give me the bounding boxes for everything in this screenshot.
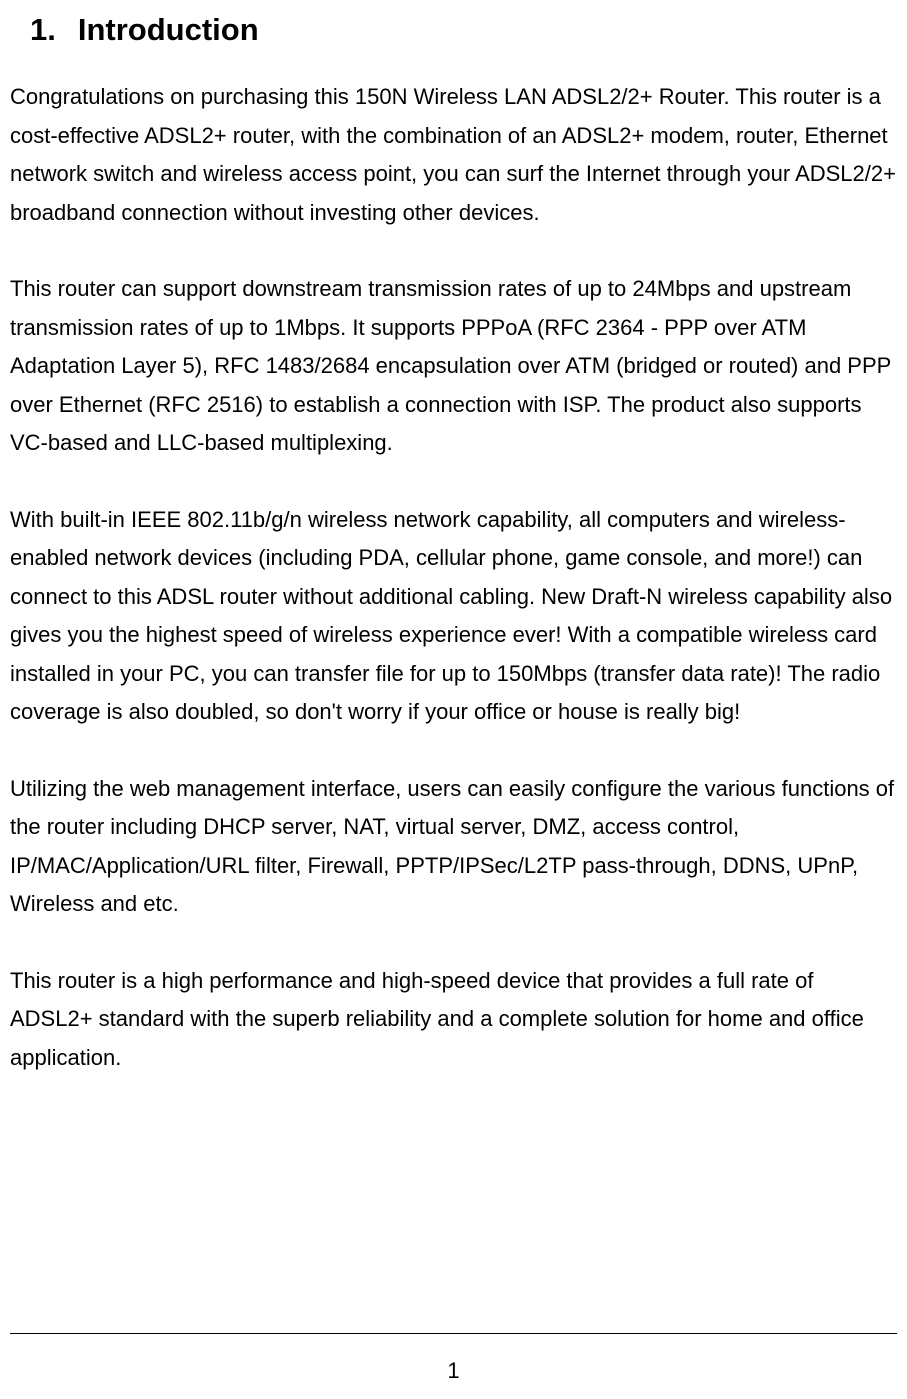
- heading-title: Introduction: [78, 12, 259, 47]
- paragraph-5: This router is a high performance and hi…: [10, 962, 897, 1078]
- paragraph-4: Utilizing the web management interface, …: [10, 770, 897, 924]
- page-number: 1: [447, 1358, 459, 1384]
- paragraph-2: This router can support downstream trans…: [10, 270, 897, 463]
- paragraph-3: With built-in IEEE 802.11b/g/n wireless …: [10, 501, 897, 732]
- heading-number: 1.: [30, 12, 56, 47]
- section-heading: 1. Introduction: [10, 12, 897, 48]
- footer-divider: [10, 1333, 897, 1334]
- paragraph-1: Congratulations on purchasing this 150N …: [10, 78, 897, 232]
- document-content: Congratulations on purchasing this 150N …: [10, 78, 897, 1077]
